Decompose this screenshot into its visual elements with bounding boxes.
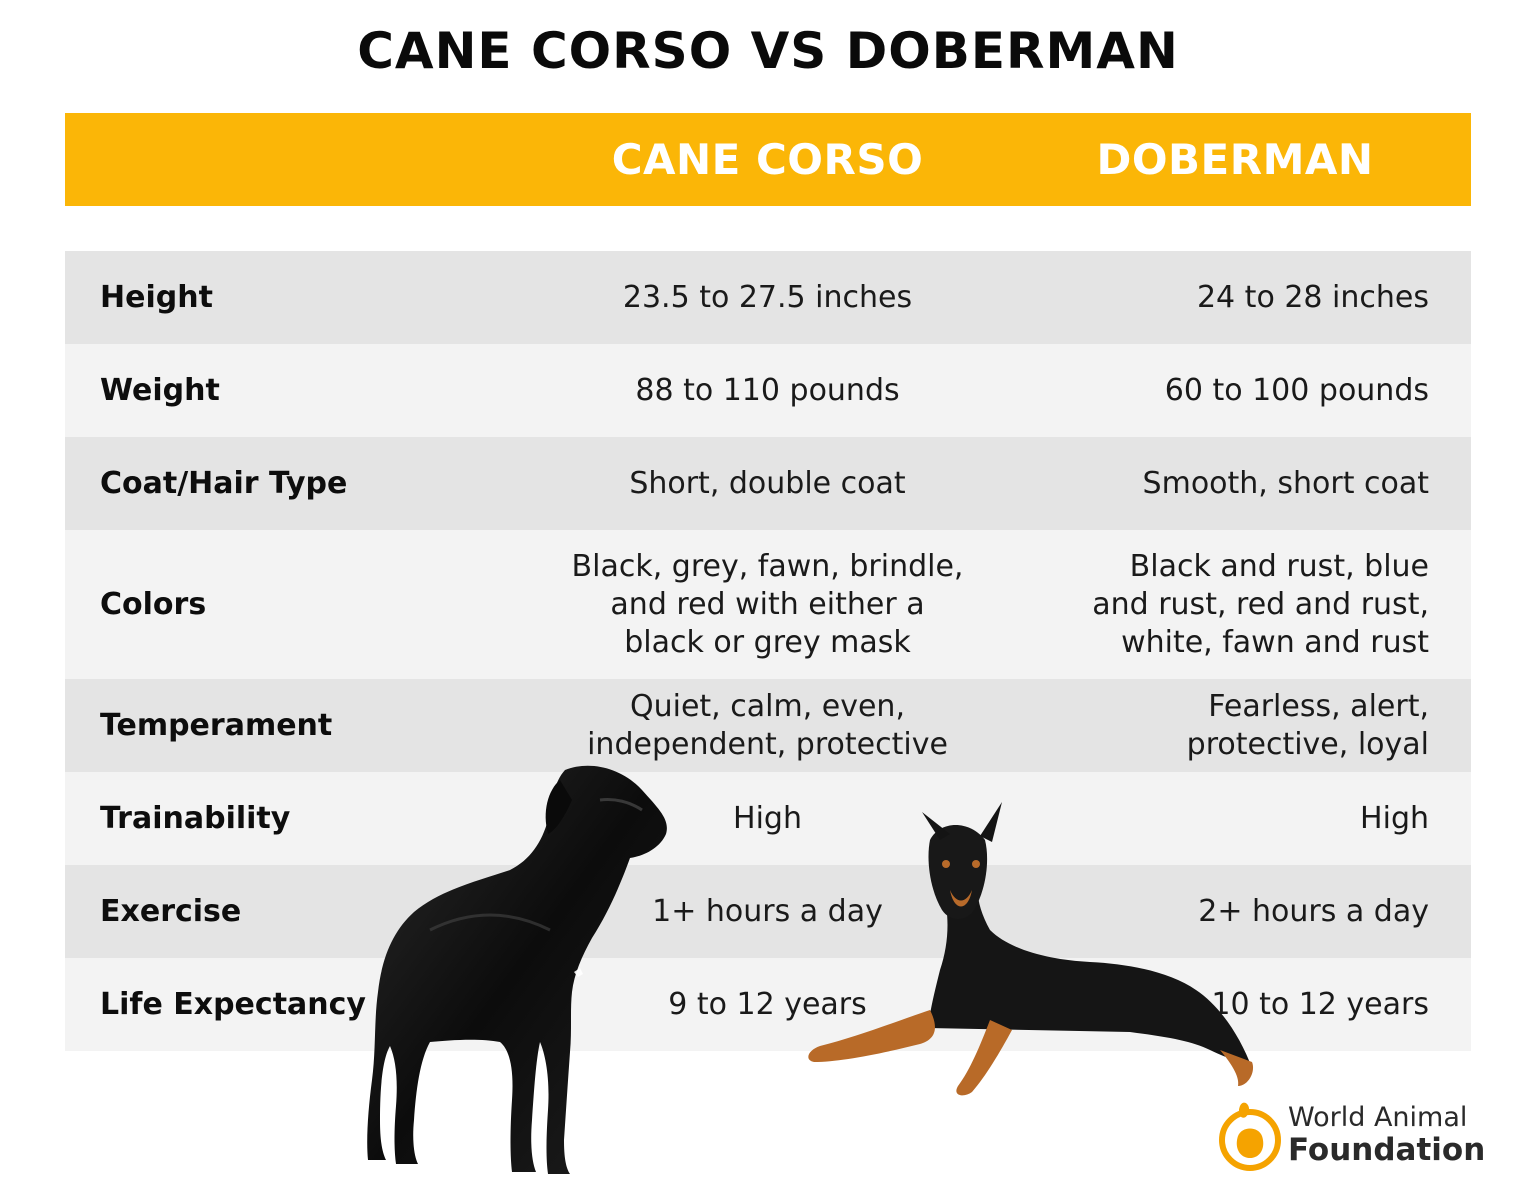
table-row: Temperament Quiet, calm, even, independe…	[65, 679, 1471, 772]
doberman-value: High	[1360, 800, 1429, 836]
cane-corso-value: 1+ hours a day	[652, 893, 883, 929]
cane-corso-value: 88 to 110 pounds	[635, 372, 900, 408]
table-row: Height 23.5 to 27.5 inches 24 to 28 inch…	[65, 251, 1471, 344]
comparison-table: Height 23.5 to 27.5 inches 24 to 28 inch…	[65, 251, 1471, 1051]
paw-logo-icon	[1219, 1102, 1281, 1171]
world-animal-foundation-logo: World Animal Foundation	[1218, 1096, 1485, 1176]
row-label: Trainability	[100, 801, 291, 836]
column-header-cane-corso: CANE CORSO	[611, 135, 924, 184]
table-row: Life Expectancy 9 to 12 years 10 to 12 y…	[65, 958, 1471, 1051]
cane-corso-value: 23.5 to 27.5 inches	[622, 279, 913, 315]
row-label: Life Expectancy	[100, 987, 366, 1022]
cane-corso-value: Black, grey, fawn, brindle, and red with…	[571, 548, 964, 660]
table-row: Trainability High High	[65, 772, 1471, 865]
doberman-value: Smooth, short coat	[1142, 465, 1429, 501]
logo-text-line1: World Animal	[1288, 1102, 1468, 1133]
row-label: Exercise	[100, 894, 242, 929]
cane-corso-value: High	[733, 800, 802, 836]
logo-text-line2: Foundation	[1288, 1132, 1486, 1168]
page-title: CANE CORSO VS DOBERMAN	[357, 22, 1179, 80]
cane-corso-value: Quiet, calm, even, independent, protecti…	[587, 688, 948, 762]
table-row: Exercise 1+ hours a day 2+ hours a day	[65, 865, 1471, 958]
cane-corso-value: Short, double coat	[629, 465, 906, 501]
table-row: Weight 88 to 110 pounds 60 to 100 pounds	[65, 344, 1471, 437]
cane-corso-value: 9 to 12 years	[668, 986, 867, 1022]
column-header-bar: CANE CORSO DOBERMAN	[65, 113, 1471, 206]
row-label: Weight	[100, 373, 220, 408]
doberman-value: 10 to 12 years	[1211, 986, 1429, 1022]
table-row: Coat/Hair Type Short, double coat Smooth…	[65, 437, 1471, 530]
column-header-doberman: DOBERMAN	[1096, 135, 1374, 184]
doberman-value: 60 to 100 pounds	[1164, 372, 1429, 408]
row-label: Height	[100, 280, 213, 315]
row-label: Temperament	[100, 708, 333, 743]
doberman-value: 2+ hours a day	[1198, 893, 1429, 929]
row-label: Coat/Hair Type	[100, 466, 348, 501]
row-label: Colors	[100, 587, 207, 622]
doberman-value: Black and rust, blue and rust, red and r…	[1092, 548, 1429, 660]
doberman-value: Fearless, alert, protective, loyal	[1186, 688, 1429, 762]
doberman-value: 24 to 28 inches	[1196, 279, 1429, 315]
table-row: Colors Black, grey, fawn, brindle, and r…	[65, 530, 1471, 679]
doberman-image	[808, 802, 1254, 1096]
cane-corso-image	[367, 765, 667, 1174]
